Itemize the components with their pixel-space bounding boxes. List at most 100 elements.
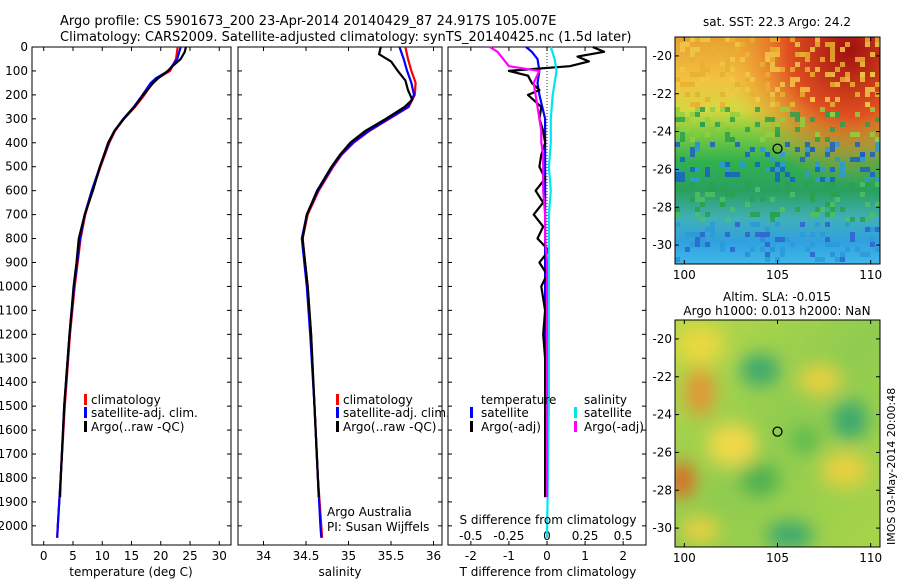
- sst-pixel: [860, 252, 865, 257]
- sst-pixel: [770, 92, 775, 97]
- sst-pixel: [860, 72, 865, 77]
- legend-swatch-temp-satellite: [470, 407, 473, 418]
- sst-pixel: [690, 82, 695, 87]
- sst-pixel: [725, 172, 730, 177]
- sst-pixel: [680, 112, 685, 117]
- sst-pixel: [865, 167, 870, 172]
- sst-pixel: [725, 57, 730, 62]
- sst-pixel: [700, 67, 705, 72]
- sst-pixel: [730, 172, 735, 177]
- sst-pixel: [695, 167, 700, 172]
- sst-pixel: [720, 197, 725, 202]
- sst-pixel: [875, 117, 880, 122]
- sst-pixel: [760, 247, 765, 252]
- sst-pixel: [875, 82, 880, 87]
- sst-pixel: [735, 142, 740, 147]
- sst-map-ticks: 100 105 110 -20 -22 -24 -26 -28 -30: [652, 37, 882, 282]
- difference-lines: [489, 45, 606, 538]
- sst-pixel: [725, 162, 730, 167]
- sst-pixel: [815, 67, 820, 72]
- sst-pixel: [680, 67, 685, 72]
- sst-pixel: [765, 252, 770, 257]
- sst-pixel: [830, 72, 835, 77]
- temperature-ticks: 0 5 10 15 20 25 30: [32, 46, 231, 563]
- depth-tick-label: 1400: [0, 375, 28, 389]
- sst-pixel: [840, 207, 845, 212]
- sst-pixel: [860, 57, 865, 62]
- sst-pixel: [760, 137, 765, 142]
- sst-pixel: [850, 182, 855, 187]
- sst-pixel: [720, 107, 725, 112]
- depth-tick-label: 1300: [0, 351, 28, 365]
- depth-tick-label: 100: [5, 64, 28, 78]
- legend-swatch-temp-argo: [470, 421, 473, 432]
- sst-pixel: [810, 72, 815, 77]
- sst-pixel: [770, 217, 775, 222]
- sst-pixel: [705, 167, 710, 172]
- sst-pixel: [765, 232, 770, 237]
- sst-pixel: [720, 162, 725, 167]
- sst-pixel: [835, 67, 840, 72]
- sst-pixel: [735, 87, 740, 92]
- sst-pixel: [825, 222, 830, 227]
- sst-pixel: [875, 42, 880, 47]
- sst-pixel: [810, 232, 815, 237]
- sst-pixel: [830, 142, 835, 147]
- sst-pixel: [840, 62, 845, 67]
- sst-pixel: [695, 212, 700, 217]
- x-tick-label: 25: [182, 549, 197, 563]
- sst-pixel: [705, 227, 710, 232]
- legend-swatch-sal-satellite: [574, 407, 577, 418]
- depth-axis-labels: 0 100 200 300 400 500 600 700 800 900 1000 1100 1200…: [0, 40, 28, 533]
- sst-pixel: [825, 112, 830, 117]
- sst-pixel: [830, 147, 835, 152]
- sst-pixel: [675, 77, 680, 82]
- sst-pixel: [680, 137, 685, 142]
- sst-pixel: [690, 197, 695, 202]
- sst-pixel: [870, 72, 875, 77]
- sst-pixel: [780, 82, 785, 87]
- legend-label-sal-satellite: satellite: [584, 406, 632, 420]
- sst-pixel: [750, 77, 755, 82]
- x-tick-label: 34.5: [293, 549, 320, 563]
- depth-tick-label: 700: [5, 208, 28, 222]
- sst-pixel: [820, 257, 825, 262]
- top-tick-label: -0.25: [493, 529, 524, 543]
- sst-pixel: [825, 212, 830, 217]
- sst-pixel: [705, 37, 710, 42]
- sst-pixel: [850, 237, 855, 242]
- sst-pixel: [750, 37, 755, 42]
- sst-pixel: [720, 72, 725, 77]
- sst-pixel: [870, 172, 875, 177]
- temperature-xlabel: temperature (deg C): [69, 565, 192, 579]
- sst-pixel: [775, 132, 780, 137]
- sst-pixel: [840, 252, 845, 257]
- map-y-tick-label: -26: [652, 445, 672, 459]
- sst-pixel: [780, 247, 785, 252]
- sst-pixel: [875, 182, 880, 187]
- sst-pixel: [690, 72, 695, 77]
- x-tick-label: 20: [153, 549, 168, 563]
- sst-pixel: [780, 237, 785, 242]
- sst-pixel: [760, 62, 765, 67]
- sst-pixel: [875, 137, 880, 142]
- sst-pixel: [865, 182, 870, 187]
- sst-pixel: [805, 57, 810, 62]
- sst-pixel: [845, 72, 850, 77]
- sst-pixel: [730, 57, 735, 62]
- series-line-satellite: [545, 46, 558, 538]
- sst-pixel: [760, 197, 765, 202]
- sst-pixel: [830, 212, 835, 217]
- sst-pixel: [800, 222, 805, 227]
- sst-pixel: [775, 127, 780, 132]
- sst-pixel: [820, 232, 825, 237]
- sst-pixel: [825, 182, 830, 187]
- sst-pixel: [680, 172, 685, 177]
- sst-pixel: [830, 52, 835, 57]
- sst-pixel: [835, 97, 840, 102]
- sst-pixel: [825, 237, 830, 242]
- sst-pixel: [690, 57, 695, 62]
- sst-pixel: [770, 212, 775, 217]
- sst-pixel: [830, 242, 835, 247]
- depth-tick-label: 1200: [0, 327, 28, 341]
